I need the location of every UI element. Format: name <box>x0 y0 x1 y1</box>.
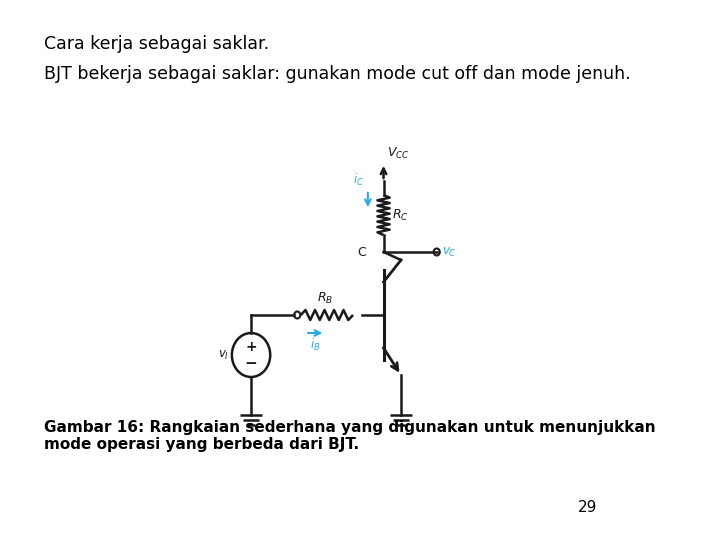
Text: $v_I$: $v_I$ <box>218 348 229 362</box>
Text: 29: 29 <box>577 500 597 515</box>
Text: +: + <box>246 340 257 354</box>
Text: $R_B$: $R_B$ <box>317 291 333 306</box>
Text: −: − <box>245 356 258 372</box>
Text: $V_{CC}$: $V_{CC}$ <box>387 146 410 161</box>
Text: $R_C$: $R_C$ <box>392 207 409 222</box>
Text: $i_C$: $i_C$ <box>354 172 364 188</box>
Text: $v_C$: $v_C$ <box>442 246 456 259</box>
Text: $i_B$: $i_B$ <box>310 337 320 353</box>
Circle shape <box>294 312 300 319</box>
Text: Gambar 16: Rangkaian sederhana yang digunakan untuk menunjukkan
mode operasi yan: Gambar 16: Rangkaian sederhana yang digu… <box>44 420 655 453</box>
Circle shape <box>433 248 440 255</box>
Text: C: C <box>357 246 366 259</box>
Text: BJT bekerja sebagai saklar: gunakan mode cut off dan mode jenuh.: BJT bekerja sebagai saklar: gunakan mode… <box>44 65 630 83</box>
Text: Cara kerja sebagai saklar.: Cara kerja sebagai saklar. <box>44 35 269 53</box>
Circle shape <box>232 333 270 377</box>
